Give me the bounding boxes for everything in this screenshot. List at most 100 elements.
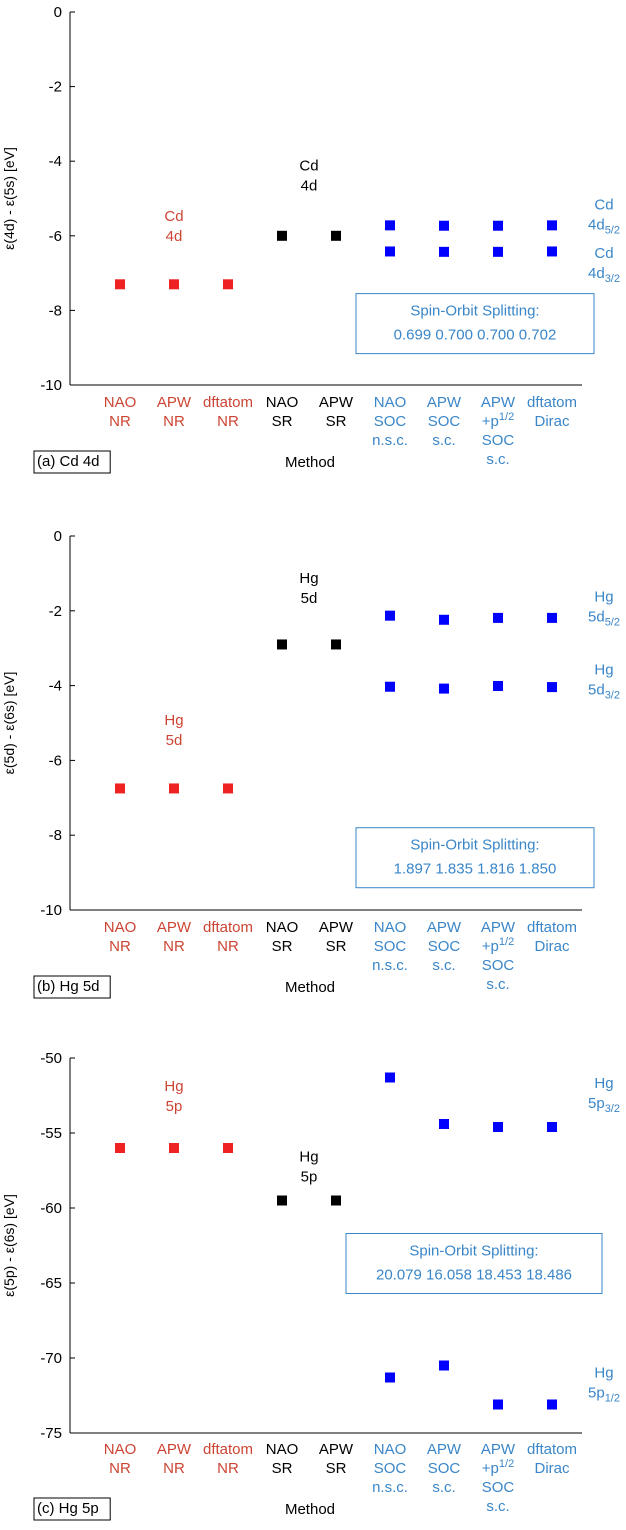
data-point — [493, 1122, 503, 1132]
level-annotation: 4d — [301, 178, 318, 195]
y-tick-label: -10 — [40, 902, 62, 919]
method-label: NR — [163, 413, 185, 430]
method-label: s.c. — [432, 957, 455, 974]
level-annotation: Hg — [594, 588, 613, 605]
data-point — [169, 783, 179, 794]
y-axis-title: ε(5d) - ε(6s) [eV] — [1, 672, 17, 775]
level-annotation: 5d — [166, 732, 183, 749]
method-label: SR — [272, 938, 293, 955]
method-label: Dirac — [534, 1460, 570, 1477]
method-label: APW — [319, 919, 354, 936]
panel-label: (b) Hg 5d — [37, 978, 100, 995]
level-annotation: 5d5/2 — [588, 608, 620, 628]
method-label: s.c. — [486, 451, 509, 468]
data-point — [385, 1072, 395, 1083]
level-annotation: Cd — [594, 197, 613, 214]
y-tick-label: -4 — [49, 678, 62, 695]
spin-orbit-title: Spin-Orbit Splitting: — [410, 837, 539, 854]
method-label: n.s.c. — [372, 432, 408, 449]
level-annotation: Cd — [164, 208, 183, 225]
data-point — [439, 683, 449, 694]
data-point — [493, 220, 503, 231]
method-label: SOC — [374, 413, 407, 430]
spin-orbit-values: 0.699 0.700 0.700 0.702 — [394, 327, 557, 344]
level-annotation: Hg — [594, 1365, 613, 1382]
data-point — [277, 1195, 287, 1206]
level-annotation: Hg — [299, 1149, 318, 1166]
method-label: s.c. — [432, 1479, 455, 1496]
data-point — [439, 1119, 449, 1129]
method-label: +p1/2 — [482, 411, 514, 430]
method-label: APW — [319, 394, 354, 411]
y-tick-label: -70 — [40, 1350, 62, 1367]
level-annotation: 4d3/2 — [588, 265, 620, 285]
level-annotation: 5d3/2 — [588, 681, 620, 701]
method-label: SOC — [482, 432, 515, 449]
method-label: dftatom — [203, 919, 253, 936]
method-label: NR — [109, 938, 131, 955]
method-label: dftatom — [527, 394, 577, 411]
level-annotation: 5p3/2 — [588, 1095, 620, 1115]
method-label: SOC — [374, 938, 407, 955]
y-tick-label: -8 — [49, 827, 62, 844]
y-tick-label: -8 — [49, 302, 62, 319]
method-label: APW — [481, 1441, 516, 1458]
method-label: dftatom — [203, 1441, 253, 1458]
chart-panel-3: -50 -55 -60 -65 -70 -75 ε(5p) - ε(6s) [eV] NAO N… — [1, 1050, 620, 1521]
method-label: APW — [481, 919, 516, 936]
method-label: NR — [217, 1460, 239, 1477]
method-label: s.c. — [432, 432, 455, 449]
panel-label-frame — [33, 1497, 111, 1521]
method-label: NAO — [104, 919, 137, 936]
level-annotation: Hg — [594, 1075, 613, 1092]
spin-orbit-title: Spin-Orbit Splitting: — [410, 303, 539, 320]
level-annotation: 4d — [166, 228, 183, 245]
method-label: NR — [163, 1460, 185, 1477]
method-label: Dirac — [534, 938, 570, 955]
method-label: APW — [481, 394, 516, 411]
method-label: SR — [326, 938, 347, 955]
y-tick-label: -2 — [49, 79, 62, 96]
method-label: dftatom — [527, 919, 577, 936]
method-label: SOC — [482, 957, 515, 974]
data-point — [547, 1122, 557, 1132]
panel-label: (c) Hg 5p — [37, 1500, 99, 1517]
data-point — [547, 612, 557, 623]
method-label: +p1/2 — [482, 936, 514, 955]
spin-orbit-values: 20.079 16.058 18.453 18.486 — [376, 1267, 572, 1284]
y-tick-label: -4 — [49, 153, 62, 170]
level-annotation: 5p — [166, 1098, 183, 1115]
level-annotation: 5d — [301, 590, 318, 607]
method-label: APW — [319, 1441, 354, 1458]
data-point — [331, 639, 341, 650]
method-label: NR — [109, 1460, 131, 1477]
method-label: NAO — [266, 1441, 299, 1458]
method-label: NAO — [104, 1441, 137, 1458]
chart-panel-2: 0 -2 -4 -6 -8 -10 ε(5d) - ε(6s) [eV] NAO NR APW NR… — [1, 528, 620, 999]
data-point — [547, 220, 557, 231]
method-label: s.c. — [486, 1498, 509, 1515]
data-point — [331, 230, 341, 241]
method-label: NAO — [266, 919, 299, 936]
method-label: NR — [217, 413, 239, 430]
method-label: APW — [157, 919, 192, 936]
data-point — [493, 680, 503, 691]
level-annotation: Hg — [164, 1078, 183, 1095]
data-point — [439, 246, 449, 257]
y-tick-label: -6 — [49, 228, 62, 245]
data-point — [547, 246, 557, 257]
y-tick-label: 0 — [54, 4, 62, 21]
data-point — [277, 230, 287, 241]
method-label: NAO — [104, 394, 137, 411]
method-label: Dirac — [534, 413, 570, 430]
data-point — [277, 639, 287, 650]
method-label: NR — [163, 938, 185, 955]
method-label: NAO — [374, 394, 407, 411]
chart-panel-1: 0 -2 -4 -6 -8 -10 ε(4d) - ε(5s) [eV] NAO NR APW NR… — [1, 4, 620, 474]
level-annotation: Cd — [594, 245, 613, 262]
method-label: SOC — [374, 1460, 407, 1477]
data-point — [385, 681, 395, 692]
data-point — [385, 220, 395, 231]
method-label: SR — [272, 413, 293, 430]
